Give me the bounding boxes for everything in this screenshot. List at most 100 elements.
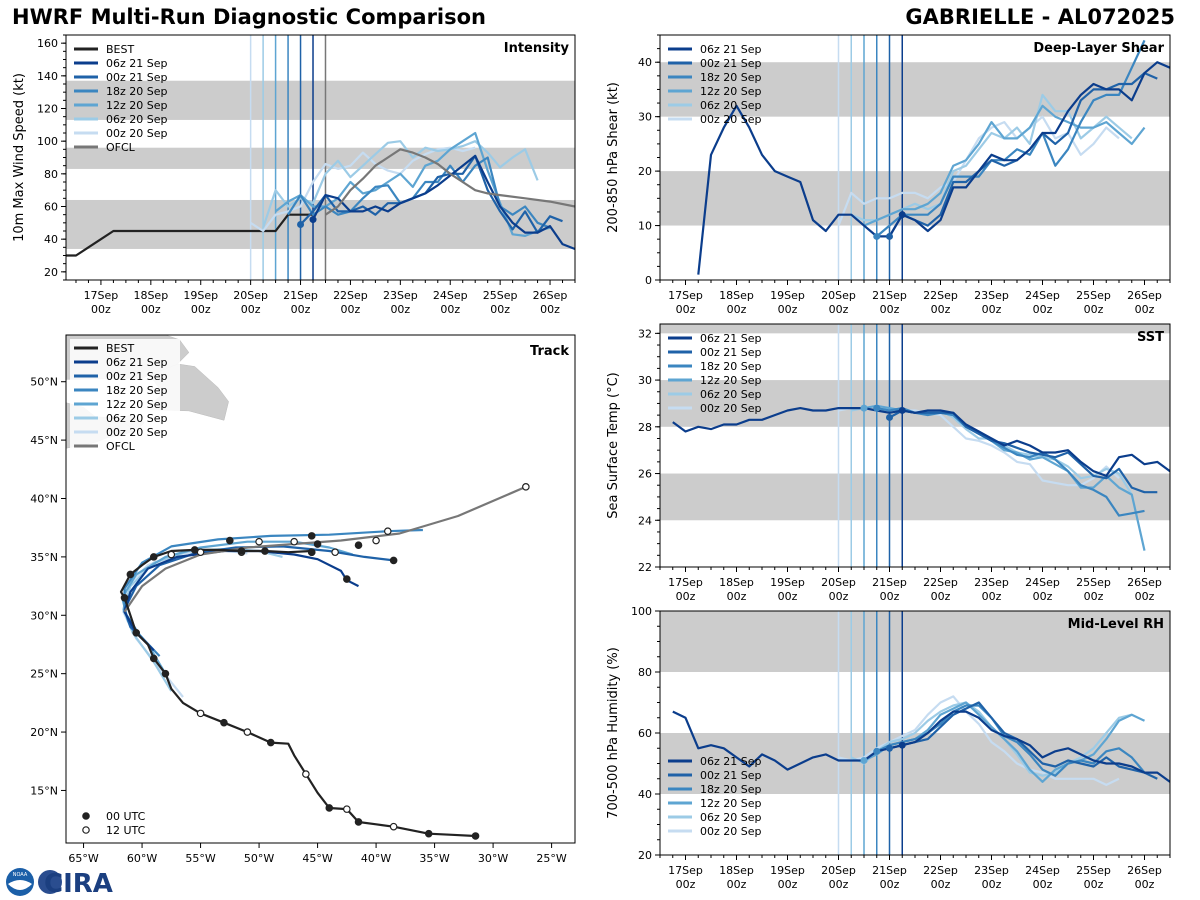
intensity-xtick-label: 22Sep: [333, 289, 368, 302]
rh-xtick-label-hour: 00z: [829, 878, 849, 891]
intensity-series-00z20: [249, 146, 476, 233]
sst-ytick-label: 28: [638, 421, 652, 434]
track-legend-entry: 00z 20 Sep: [106, 426, 168, 439]
shear-legend-entry: 12z 20 Sep: [700, 85, 762, 98]
sst-legend-entry: 00z 20 Sep: [700, 402, 762, 415]
track-lat-label: 15°N: [30, 784, 58, 797]
track-lon-label: 30°W: [478, 852, 508, 865]
sst-xtick-label-hour: 00z: [778, 590, 798, 603]
rh-xtick-label-hour: 00z: [676, 878, 696, 891]
shear-legend-entry: 18z 20 Sep: [700, 71, 762, 84]
sst-ytick-label: 30: [638, 374, 652, 387]
rh-xtick-label: 25Sep: [1076, 864, 1111, 877]
intensity-series-06z21: [312, 154, 575, 251]
track-lat-label: 35°N: [30, 551, 58, 564]
intensity-legend-entry: 00z 21 Sep: [106, 71, 168, 84]
rh-xtick-label: 20Sep: [821, 864, 856, 877]
intensity-xtick-label-hour: 00z: [291, 303, 311, 316]
track-frame: [65, 334, 576, 844]
track-point-12z20: [331, 548, 339, 557]
track-best-point: [354, 818, 363, 826]
intensity-plot-area: [66, 35, 575, 280]
track-best-point: [389, 822, 398, 831]
rh-xtick-label: 22Sep: [923, 864, 958, 877]
intensity-band-0: [66, 199, 575, 249]
track-title: Track: [530, 344, 569, 359]
sst-legend-entry: 06z 20 Sep: [700, 388, 762, 401]
rh-legend-entry: 06z 21 Sep: [700, 755, 762, 768]
sst-ytick-label: 24: [638, 514, 652, 527]
shear-band-0: [660, 171, 1170, 226]
track-best-point: [132, 628, 141, 637]
rh-ytick-label: 60: [638, 727, 652, 740]
rh-xtick-label-hour: 00z: [931, 878, 951, 891]
intensity-legend-entry: 18z 20 Sep: [106, 85, 168, 98]
shear-xtick-label: 19Sep: [770, 289, 805, 302]
intensity-xtick-label-hour: 00z: [440, 303, 460, 316]
shear-ytick-label: 20: [638, 165, 652, 178]
rh-panel: 2040608010017Sep00z18Sep00z19Sep00z20Sep…: [606, 605, 1171, 891]
shear-ytick-label: 40: [638, 56, 652, 69]
shear-xtick-label: 21Sep: [872, 289, 907, 302]
rh-init-marker-1: [873, 747, 881, 755]
track-legend-bg: [70, 339, 180, 457]
rh-ytick-label: 80: [638, 666, 652, 679]
rh-legend-entry: 00z 21 Sep: [700, 769, 762, 782]
sst-xtick-label: 24Sep: [1025, 576, 1060, 589]
intensity-series-00z21: [299, 154, 563, 234]
intensity-legend-entry: 06z 20 Sep: [106, 113, 168, 126]
rh-series-18z20: [876, 704, 1146, 777]
track-best-point: [220, 718, 228, 727]
rh-xtick-label-hour: 00z: [1135, 878, 1155, 891]
track-best-point: [325, 804, 334, 812]
rh-ytick-label: 20: [638, 849, 652, 862]
track-point-12z20: [290, 537, 298, 546]
shear-ytick-label: 10: [638, 220, 652, 233]
sst-init-marker-0: [860, 404, 868, 412]
sst-xtick-label: 21Sep: [872, 576, 907, 589]
shear-series-12z20: [863, 104, 1146, 227]
intensity-ylabel: 10m Max Wind Speed (kt): [12, 73, 27, 242]
intensity-ytick-label: 100: [37, 135, 58, 148]
cira-logo: NOAA CIRA: [6, 868, 113, 898]
track-lon-label: 50°W: [244, 852, 274, 865]
shear-ytick-label: 0: [645, 274, 652, 287]
shear-xtick-label: 23Sep: [974, 289, 1009, 302]
track-lat-label: 25°N: [30, 668, 58, 681]
track-best-point: [261, 547, 269, 555]
track-ofcl-line: [123, 485, 527, 613]
shear-xtick-label: 20Sep: [821, 289, 856, 302]
intensity-legend-entry: 12z 20 Sep: [106, 99, 168, 112]
track-best-point: [149, 553, 158, 561]
intensity-xtick-label: 23Sep: [383, 289, 418, 302]
sst-legend-entry: 18z 20 Sep: [700, 360, 762, 373]
track-legend-entry: 06z 21 Sep: [106, 356, 168, 369]
track-best-point: [126, 570, 135, 579]
rh-init-marker-0: [860, 756, 868, 764]
rh-ytick-label: 40: [638, 788, 652, 801]
track-legend-entry: OFCL: [106, 440, 136, 453]
track-lon-label: 35°W: [419, 852, 449, 865]
sst-xtick-label: 18Sep: [719, 576, 754, 589]
shear-title: Deep-Layer Shear: [1033, 41, 1164, 56]
track-lon-label: 60°W: [127, 852, 157, 865]
shear-xtick-label-hour: 00z: [676, 303, 696, 316]
intensity-ytick-label: 20: [44, 266, 58, 279]
sst-panel: 22242628303217Sep00z18Sep00z19Sep00z20Se…: [606, 323, 1171, 603]
intensity-xtick-label: 21Sep: [283, 289, 318, 302]
sst-legend-entry: 06z 21 Sep: [700, 332, 762, 345]
sst-xtick-label: 20Sep: [821, 576, 856, 589]
rh-series-00z21: [889, 701, 1158, 780]
intensity-xtick-label: 18Sep: [133, 289, 168, 302]
track-best-point: [120, 593, 129, 602]
shear-band-1: [660, 62, 1170, 117]
sst-xtick-label-hour: 00z: [829, 590, 849, 603]
sst-legend-entry: 12z 20 Sep: [700, 374, 762, 387]
sst-init-marker-3: [898, 406, 906, 414]
intensity-xtick-label-hour: 00z: [341, 303, 361, 316]
rh-band-1: [660, 611, 1170, 672]
rh-xtick-label: 21Sep: [872, 864, 907, 877]
track-legend-entry: BEST: [106, 342, 134, 355]
track-point-18z20: [226, 536, 234, 545]
track-marker-legend-icon: [82, 812, 90, 820]
